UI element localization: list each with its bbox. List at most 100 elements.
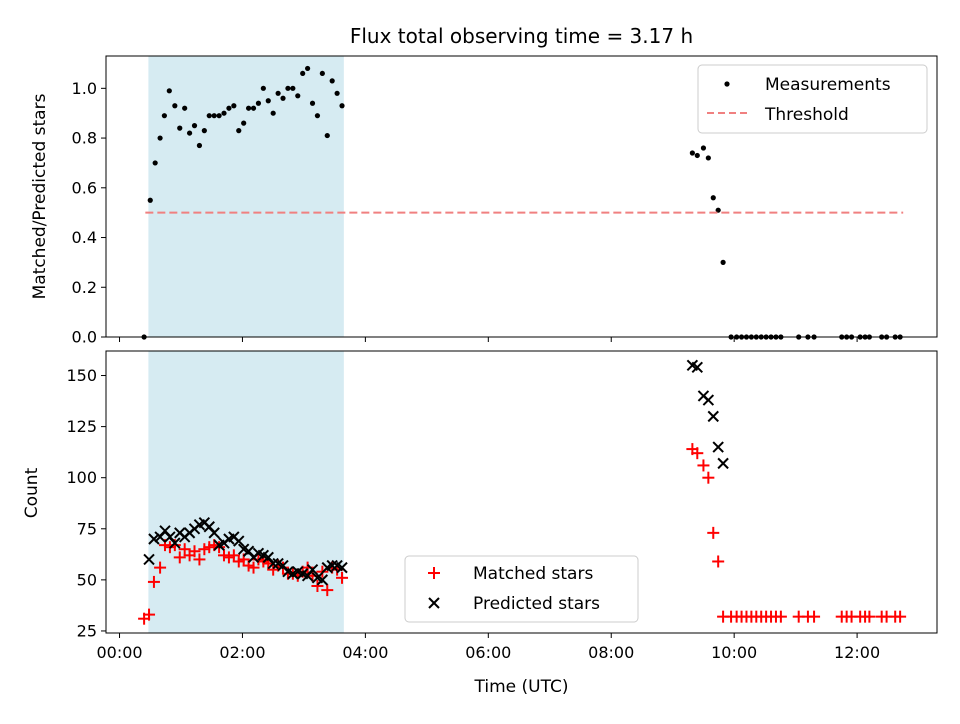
predicted-stars-point [267, 557, 279, 570]
measurements-point [689, 150, 695, 156]
predicted-stars-point [208, 527, 220, 539]
top-y-tick-label: 0.0 [72, 328, 97, 347]
measurements-point [700, 145, 707, 151]
measurements-point [305, 65, 311, 72]
measurements-point [694, 152, 700, 159]
bottom-legend: Matched stars Predicted stars [404, 555, 639, 623]
bottom-y-tick-label: 125 [66, 417, 97, 436]
x-tick-label: 00:00 [96, 643, 142, 662]
matched-stars-point [247, 561, 260, 574]
measurements-point [211, 113, 217, 119]
measurements-point [196, 142, 203, 149]
measurements-point [166, 88, 172, 94]
bottom-panel: 25 50 75 100 125 150 00:00 02:00 04:00 06:00 08:00… [22, 350, 938, 697]
x-tick-label: 04:00 [342, 643, 388, 662]
legend-threshold-label: Threshold [764, 105, 849, 125]
predicted-stars-point [316, 574, 329, 586]
measurements-point [260, 85, 266, 91]
predicted-stars-point [326, 559, 338, 572]
measurements-point [319, 70, 325, 77]
measurements-point [339, 103, 345, 109]
measurements-point [250, 105, 257, 111]
predicted-stars-point [233, 535, 245, 547]
measurements-point [221, 110, 227, 116]
top-y-tick-label: 0.2 [72, 278, 97, 297]
measurements-point [157, 135, 163, 141]
measurements-point [161, 113, 167, 119]
predicted-stars-point [169, 537, 181, 549]
measurements-point [705, 155, 711, 161]
predicted-stars-point [148, 533, 160, 545]
measurements-point [290, 85, 296, 91]
chart-title: Flux total observing time = 3.17 h [350, 24, 693, 48]
matched-stars-point [712, 555, 725, 568]
measurements-point [314, 113, 321, 119]
bottom-y-tick-label: 75 [77, 519, 97, 538]
top-legend-box [697, 64, 928, 134]
x-tick-label: 12:00 [834, 643, 880, 662]
legend-matched-label: Matched stars [473, 564, 593, 584]
matched-stars-point [147, 575, 160, 588]
measurements-point [172, 103, 178, 109]
matched-stars-point [143, 608, 156, 621]
predicted-stars-point [717, 457, 729, 470]
measurements-point [245, 105, 252, 111]
measurements-point [270, 110, 276, 116]
measurements-point [285, 85, 291, 91]
predicted-stars-point [702, 394, 715, 406]
measurements-point [147, 197, 153, 203]
matched-stars-point [321, 584, 334, 597]
top-panel: 0.0 0.2 0.4 0.6 0.8 1.0 Matched/Predicted sta… [30, 55, 938, 347]
matched-stars-point [336, 571, 349, 584]
measurements-point [715, 207, 721, 213]
measurements-point [152, 160, 158, 166]
top-observing-window [148, 56, 344, 337]
bottom-legend-box [404, 555, 639, 623]
x-tick-label: 10:00 [711, 643, 757, 662]
predicted-stars-point [143, 553, 155, 566]
measurements-point [334, 90, 340, 96]
measurements-point [295, 93, 301, 99]
bottom-y-axis-label: Count [22, 467, 42, 518]
measurements-point [216, 113, 222, 119]
legend-predicted-label: Predicted stars [473, 594, 600, 614]
predicted-stars-point [306, 563, 319, 576]
top-y-axis-label: Matched/Predicted stars [30, 93, 50, 299]
matched-stars-point [808, 610, 821, 623]
predicted-stars-point [707, 410, 719, 423]
top-legend: Measurements Threshold [697, 64, 928, 134]
x-tick-label: 02:00 [219, 643, 265, 662]
bottom-y-tick-label: 50 [77, 570, 97, 589]
matched-stars-point [894, 610, 907, 623]
matched-stars-point [702, 471, 715, 484]
legend-predicted-marker [428, 597, 440, 609]
matched-stars-point [707, 526, 720, 539]
measurements-point [201, 128, 207, 134]
legend-matched-marker [428, 567, 440, 579]
top-y-tick-label: 0.8 [72, 129, 97, 148]
measurements-point [255, 100, 262, 106]
matched-stars-point [173, 551, 186, 564]
x-axis-label: Time (UTC) [474, 677, 569, 697]
measurements-point [236, 128, 242, 134]
measurements-point [231, 103, 237, 109]
measurements-point [309, 100, 316, 106]
x-tick-label: 06:00 [465, 643, 511, 662]
matched-stars-point [154, 561, 167, 574]
matched-stars-point [227, 549, 240, 562]
measurements-point [177, 125, 183, 131]
matched-stars-point [178, 543, 191, 556]
bottom-y-tick-label: 150 [66, 366, 97, 385]
measurements-point [275, 90, 281, 96]
measurements-point [329, 78, 335, 84]
matched-stars-point [311, 580, 324, 592]
measurements-point [191, 123, 198, 129]
measurements-point [710, 195, 716, 201]
legend-measurements-marker [724, 81, 730, 87]
matched-stars-point [193, 553, 206, 566]
top-y-tick-label: 1.0 [72, 79, 97, 98]
measurements-point [280, 95, 286, 101]
bottom-y-tick-label: 100 [66, 468, 97, 487]
bottom-observing-window [148, 351, 344, 633]
